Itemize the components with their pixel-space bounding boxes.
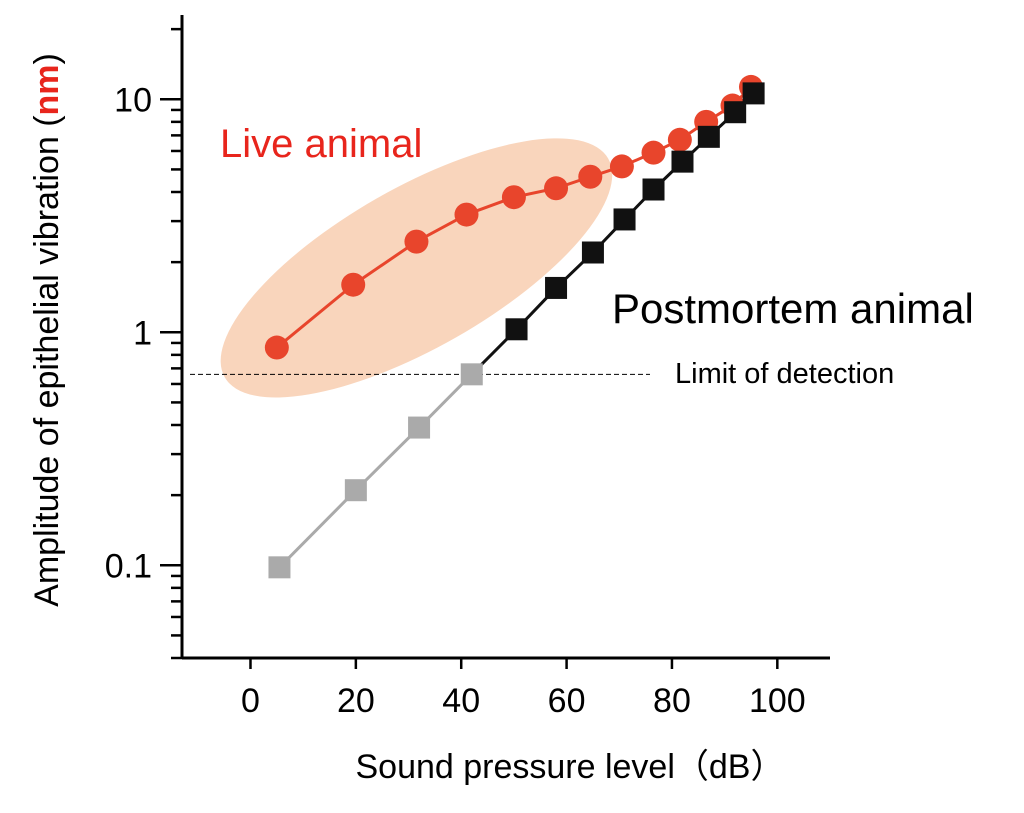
x-tick-label: 100 bbox=[749, 682, 806, 720]
live-data-point bbox=[641, 140, 666, 165]
postmortem-data-point bbox=[671, 150, 694, 173]
postmortem-data-point bbox=[545, 276, 568, 299]
live-data-point bbox=[454, 202, 479, 227]
y-axis-title-suffix: ) bbox=[28, 53, 66, 64]
postmortem-data-point bbox=[642, 178, 665, 201]
x-tick-label: 80 bbox=[653, 682, 691, 720]
postmortem-data-point bbox=[581, 241, 604, 264]
postmortem-animal-annotation: Postmortem animal bbox=[612, 285, 974, 332]
y-axis-title: Amplitude of epithelial vibration (nm) bbox=[28, 53, 66, 607]
y-tick-label: 10 bbox=[114, 81, 152, 119]
live-data-point bbox=[404, 229, 429, 254]
live-animal-annotation: Live animal bbox=[220, 122, 422, 166]
live-data-point bbox=[544, 176, 569, 201]
y-tick-label: 0.1 bbox=[105, 547, 152, 585]
live-data-point bbox=[264, 335, 289, 360]
live-data-point bbox=[578, 164, 603, 189]
y-axis-title-unit: nm bbox=[28, 64, 66, 115]
x-tick-label: 40 bbox=[442, 682, 480, 720]
live-data-point bbox=[609, 154, 634, 179]
postmortem-data-point bbox=[268, 556, 291, 579]
postmortem-data-point bbox=[613, 208, 636, 231]
x-tick-label: 60 bbox=[548, 682, 586, 720]
postmortem-data-point bbox=[742, 82, 765, 105]
live-series-segment bbox=[275, 283, 355, 349]
postmortem-data-point bbox=[408, 416, 431, 439]
postmortem-data-point bbox=[505, 318, 528, 341]
postmortem-data-point bbox=[460, 363, 483, 386]
postmortem-data-point bbox=[344, 479, 367, 502]
axes: 0 20 40 60 80 100 0.1 1 10 bbox=[105, 15, 830, 720]
postmortem-data-point bbox=[697, 125, 720, 148]
postmortem-data-point bbox=[724, 101, 747, 124]
limit-of-detection-label: Limit of detection bbox=[675, 358, 894, 390]
x-axis-title: Sound pressure level（dB） bbox=[355, 748, 784, 786]
x-tick-label: 0 bbox=[241, 682, 260, 720]
live-data-point bbox=[341, 272, 366, 297]
series-layer bbox=[264, 74, 765, 579]
live-data-point bbox=[667, 127, 692, 152]
x-tick-label: 20 bbox=[337, 682, 375, 720]
live-series-segment bbox=[352, 240, 418, 286]
live-data-point bbox=[501, 185, 526, 210]
y-axis-title-prefix: Amplitude of epithelial vibration ( bbox=[28, 115, 66, 607]
postmortem-series-segment bbox=[278, 489, 357, 569]
y-tick-label: 1 bbox=[133, 314, 152, 352]
